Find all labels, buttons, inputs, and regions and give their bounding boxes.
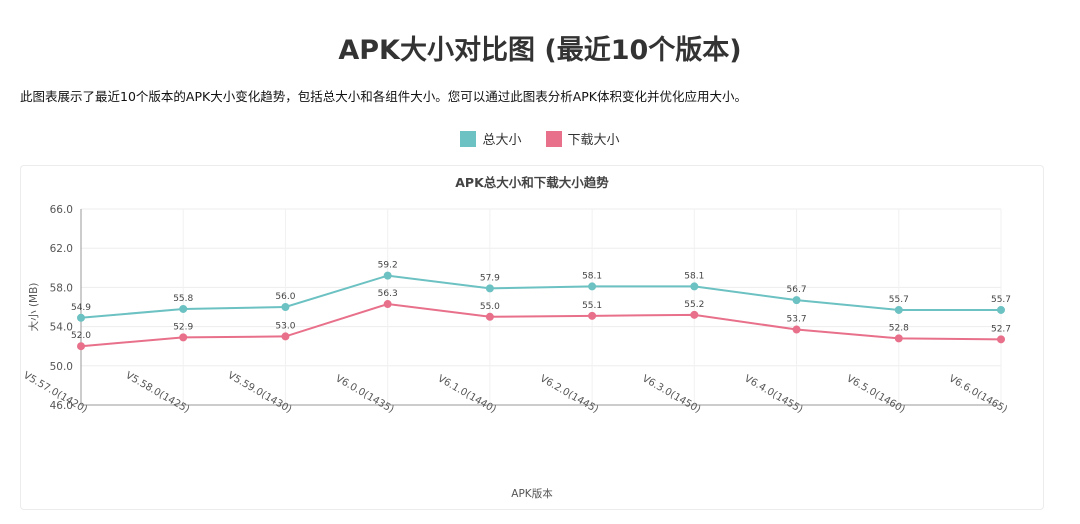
chart-legend: 总大小 下载大小 [0, 129, 1080, 148]
y-tick-label: 66.0 [50, 204, 73, 216]
data-point [997, 335, 1005, 344]
data-point [894, 334, 903, 343]
data-point [281, 303, 290, 311]
x-tick-label: V6.0.0(1435) [333, 373, 395, 415]
data-label: 55.7 [889, 295, 909, 305]
data-point [179, 304, 188, 313]
page-title: APK大小对比图 (最近10个版本) [338, 35, 742, 66]
data-point [588, 311, 597, 320]
data-label: 52.8 [889, 323, 909, 333]
data-label: 55.8 [173, 294, 193, 304]
y-tick-label: 58.0 [50, 282, 73, 294]
data-point [588, 282, 597, 291]
series-line-download [80, 303, 1002, 348]
data-point [690, 282, 699, 291]
data-label: 56.3 [378, 289, 398, 299]
x-axis-label: APK版本 [511, 487, 553, 500]
data-label: 58.1 [582, 271, 602, 281]
x-tick-label: V6.1.0(1440) [436, 373, 498, 415]
data-point [485, 284, 494, 293]
legend-swatch-download [545, 130, 562, 147]
x-tick-label: V6.2.0(1445) [538, 373, 600, 415]
x-tick-label: V6.3.0(1450) [640, 373, 702, 415]
data-label: 56.0 [275, 292, 295, 302]
data-label: 55.7 [991, 295, 1011, 305]
series-line-total [80, 274, 1001, 319]
line-chart: APK总大小和下载大小趋势 46.0 50.0 54.0 58.0 62.0 66.0 大小 … [21, 175, 1011, 500]
legend-label-total: 总大小 [482, 133, 522, 148]
chart-title: APK总大小和下载大小趋势 [455, 175, 609, 190]
legend-item-total[interactable]: 总大小 [460, 129, 522, 148]
data-point [281, 332, 290, 341]
legend-swatch-total [460, 130, 477, 147]
data-label: 52.9 [173, 322, 193, 332]
y-tick-label: 46.0 [50, 400, 73, 412]
y-tick-label: 62.0 [50, 243, 73, 255]
data-label: 56.7 [787, 285, 807, 295]
y-tick-label: 50.0 [50, 361, 73, 373]
legend-label-download: 下载大小 [567, 133, 620, 148]
data-label: 52.0 [71, 331, 91, 341]
data-label: 59.2 [378, 261, 398, 271]
data-point [383, 300, 392, 309]
data-point [179, 333, 188, 342]
x-tick-label: V5.59.0(1430) [226, 370, 294, 416]
data-label: 55.2 [684, 300, 704, 310]
data-point [77, 313, 85, 322]
x-tick-label: V6.6.0(1465) [947, 373, 1009, 415]
data-point [894, 305, 903, 314]
y-tick-label: 54.0 [50, 322, 73, 334]
page-description: 此图表展示了最近10个版本的APK大小变化趋势，包括总大小和各组件大小。您可以通… [20, 89, 747, 104]
data-point [383, 271, 392, 280]
data-point [792, 296, 801, 305]
data-label: 55.1 [582, 301, 602, 311]
data-label: 57.9 [480, 273, 500, 283]
data-label: 55.0 [480, 302, 500, 312]
data-point [792, 325, 801, 334]
data-point [485, 312, 494, 321]
data-label: 52.7 [991, 324, 1011, 334]
y-axis-label: 大小 (MB) [27, 283, 40, 332]
data-label: 53.0 [275, 321, 295, 331]
data-label: 58.1 [684, 271, 704, 281]
x-tick-label: V5.58.0(1425) [123, 370, 191, 416]
legend-item-download[interactable]: 下载大小 [545, 129, 620, 148]
data-point [77, 342, 85, 351]
x-tick-label: V6.4.0(1455) [742, 373, 804, 415]
data-point [997, 305, 1005, 314]
data-point [690, 310, 699, 319]
chart-card: APK总大小和下载大小趋势 46.0 50.0 54.0 58.0 62.0 66.0 大小 … [20, 165, 1044, 510]
data-label: 53.7 [787, 315, 807, 325]
data-label: 54.9 [71, 303, 91, 313]
x-tick-label: V6.5.0(1460) [845, 373, 907, 415]
